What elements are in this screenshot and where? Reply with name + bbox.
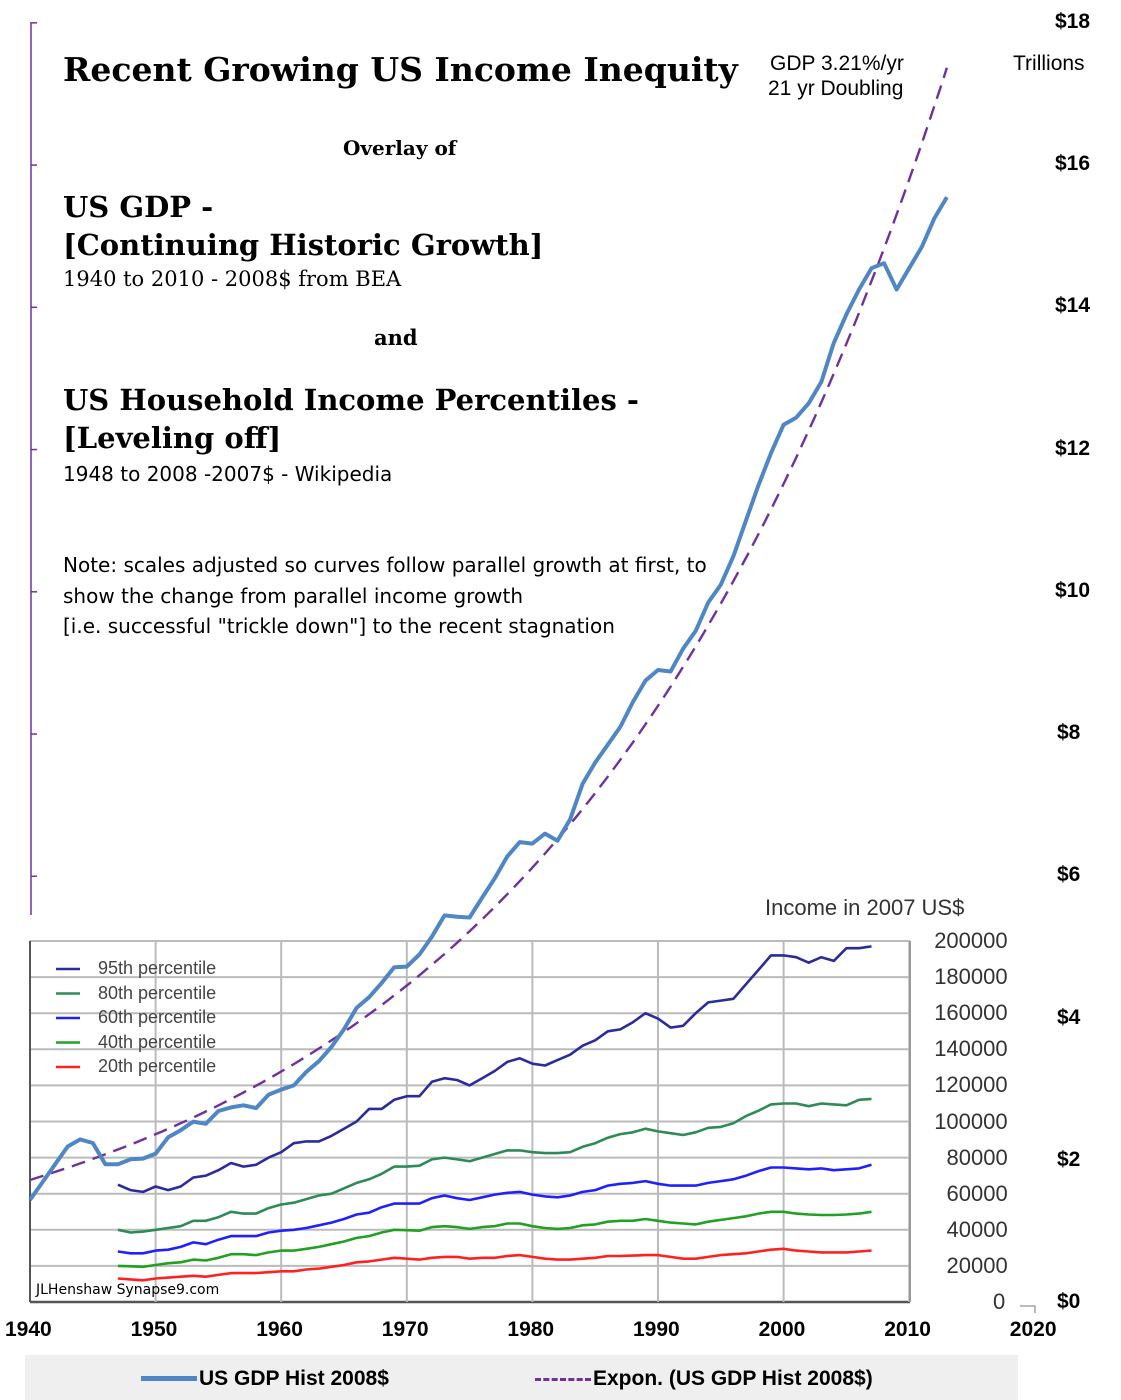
income-source: 1948 to 2008 -2007$ - Wikipedia [63,462,393,486]
gdp-y-tick: $12 [1055,436,1091,460]
legend-label-95th: 95th percentile [98,958,217,978]
legend-swatch-gdp [141,1376,197,1381]
gdp-y-tick: $8 [1057,721,1081,745]
inset-y-tick: 120000 [934,1072,1008,1098]
income-line-95th [117,945,872,1194]
x-tick: 2000 [758,1318,806,1341]
gdp-source: 1940 to 2010 - 2008$ from BEA [63,267,402,291]
inset-y-tick: 20000 [946,1252,1008,1278]
inset-y-tick: 180000 [934,964,1008,990]
income-line-80th [117,1097,872,1234]
x-tick: 1980 [507,1318,555,1341]
inset-y-tick: 200000 [934,928,1008,953]
legend-label-20th: 20th percentile [98,1056,217,1076]
and-label: and [374,325,418,350]
note-line-2: show the change from parallel income gro… [63,584,524,608]
gdp-annotation-rate: GDP 3.21%/yr [770,52,904,75]
note-line-3: [i.e. successful "trickle down"] to the … [63,614,615,638]
gdp-history-line [28,196,949,1202]
income-line-60th [117,1163,872,1255]
gdp-y-tick: $18 [1055,9,1091,33]
credit-label: JLHenshaw Synapse9.com [36,1282,220,1298]
gdp-exponential-fit-line [29,67,949,1182]
inset-y-tick: 40000 [946,1216,1008,1242]
gdp-y-tick: $2 [1057,1147,1081,1171]
right-axis-unit: Trillions [1013,52,1085,75]
legend-label-40th: 40th percentile [98,1031,217,1052]
legend-label-80th: 80th percentile [98,982,217,1003]
inset-y-tick: 60000 [946,1180,1008,1206]
x-tick: 1990 [633,1318,680,1341]
income-heading-sub: [Leveling off] [63,421,282,455]
income-line-20th [117,1247,872,1282]
gdp-y-tick: $4 [1057,1005,1081,1029]
inset-y-tick: 160000 [934,1000,1008,1026]
note-line-1: Note: scales adjusted so curves follow p… [63,553,707,577]
x-tick: 1960 [256,1318,303,1341]
legend-label-gdp: US GDP Hist 2008$ [199,1367,389,1390]
gdp-y-tick: $14 [1055,294,1091,318]
gdp-y-tick: $0 [1057,1290,1081,1313]
gdp-legend: US GDP Hist 2008$ Expon. (US GDP Hist 20… [25,1355,1018,1400]
gdp-heading-sub: [Continuing Historic Growth] [63,228,544,262]
x-tick: 1950 [130,1318,178,1341]
gdp-y-tick: $6 [1057,863,1081,887]
overlay-of-label: Overlay of [343,136,457,160]
x-tick: 1970 [381,1318,429,1341]
x-tick: 1940 [5,1318,52,1341]
gdp-y-tick: $10 [1055,578,1091,602]
income-line-40th [117,1210,872,1269]
income-heading: US Household Income Percentiles - [63,383,639,417]
legend-swatch-expon [535,1378,591,1381]
gdp-heading: US GDP - [63,190,214,224]
legend-label-60th: 60th percentile [98,1007,217,1027]
chart-title: Recent Growing US Income Inequity [63,50,738,89]
zero-connector [1020,1305,1036,1313]
gdp-annotation-doubling: 21 yr Doubling [768,77,904,100]
gdp-y-tick: $16 [1055,152,1091,176]
inset-axis-title: Income in 2007 US$ [765,895,965,920]
x-tick: 2020 [1009,1318,1057,1341]
inset-y-tick: 100000 [934,1108,1008,1134]
inset-y-tick: 140000 [934,1036,1008,1062]
x-tick: 2010 [884,1318,931,1341]
inset-y-tick: 80000 [946,1144,1008,1170]
inset-y-tick: 0 [993,1289,1006,1314]
legend-label-expon: Expon. (US GDP Hist 2008$) [593,1367,873,1390]
